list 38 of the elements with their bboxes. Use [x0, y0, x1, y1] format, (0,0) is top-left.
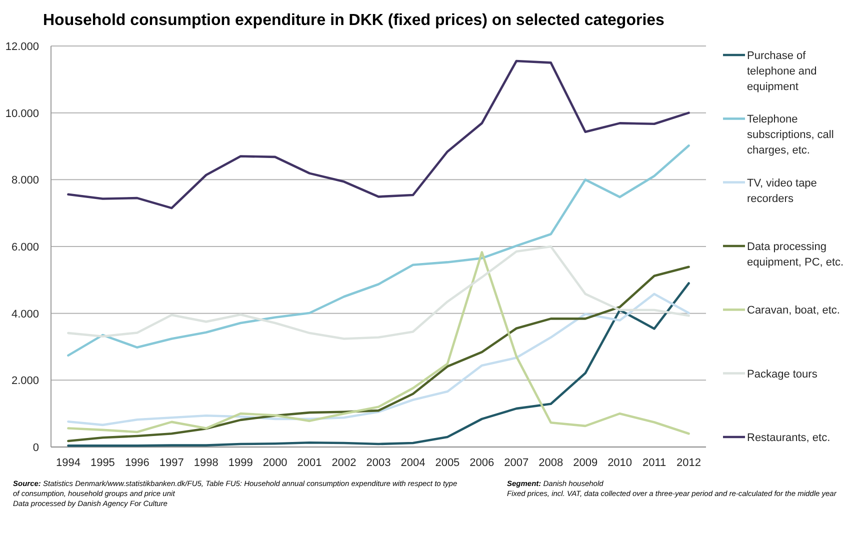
x-tick-label: 1997 [159, 457, 184, 469]
x-tick-label: 1995 [90, 457, 115, 469]
x-tick-label: 2001 [297, 457, 322, 469]
y-tick-label: 0 [32, 442, 39, 454]
y-tick-label: 4.000 [11, 308, 39, 320]
y-tick-label: 6.000 [11, 242, 39, 254]
x-tick-label: 2009 [573, 457, 598, 469]
legend-label: Restaurants, etc. [747, 432, 830, 444]
y-tick-label: 12.000 [5, 41, 39, 53]
x-tick-label: 2004 [400, 457, 426, 469]
y-tick-label: 2.000 [11, 375, 39, 388]
x-tick-label: 2005 [435, 457, 460, 469]
chart-title: Household consumption expenditure in DKK (fixed prices) on selected categories [43, 12, 665, 29]
x-tick-label: 2010 [608, 457, 632, 469]
legend-label: Purchase of telephone and equipment [747, 50, 817, 93]
line-series [67, 292, 690, 426]
legend-label: TV, video tape recorders [747, 177, 817, 205]
x-tick-label: 2011 [642, 457, 666, 469]
x-tick-label: 2012 [676, 457, 702, 469]
x-tick-label: 1999 [228, 457, 253, 469]
line-series [67, 245, 690, 340]
x-tick-label: 1994 [56, 457, 80, 469]
x-tick-label: 1996 [124, 457, 150, 469]
line-series [67, 60, 690, 210]
line-series [67, 144, 690, 357]
legend-label: Package tours [747, 368, 818, 380]
legend-label: Caravan, boat, etc. [747, 304, 840, 317]
y-tick-label: 8.000 [11, 174, 39, 187]
x-tick-label: 2007 [504, 457, 529, 469]
x-tick-label: 2002 [332, 457, 356, 469]
x-tick-label: 2003 [366, 457, 391, 469]
legend-label: Data processing equipment, PC, etc. [747, 241, 844, 268]
x-tick-label: 1998 [194, 457, 218, 469]
x-tick-label: 2006 [470, 457, 494, 469]
y-tick-label: 10.000 [5, 108, 39, 120]
legend-label: Telephone subscriptions, call charges, etc. [747, 114, 834, 157]
x-tick-label: 2008 [538, 457, 564, 469]
x-tick-label: 2000 [262, 457, 288, 469]
